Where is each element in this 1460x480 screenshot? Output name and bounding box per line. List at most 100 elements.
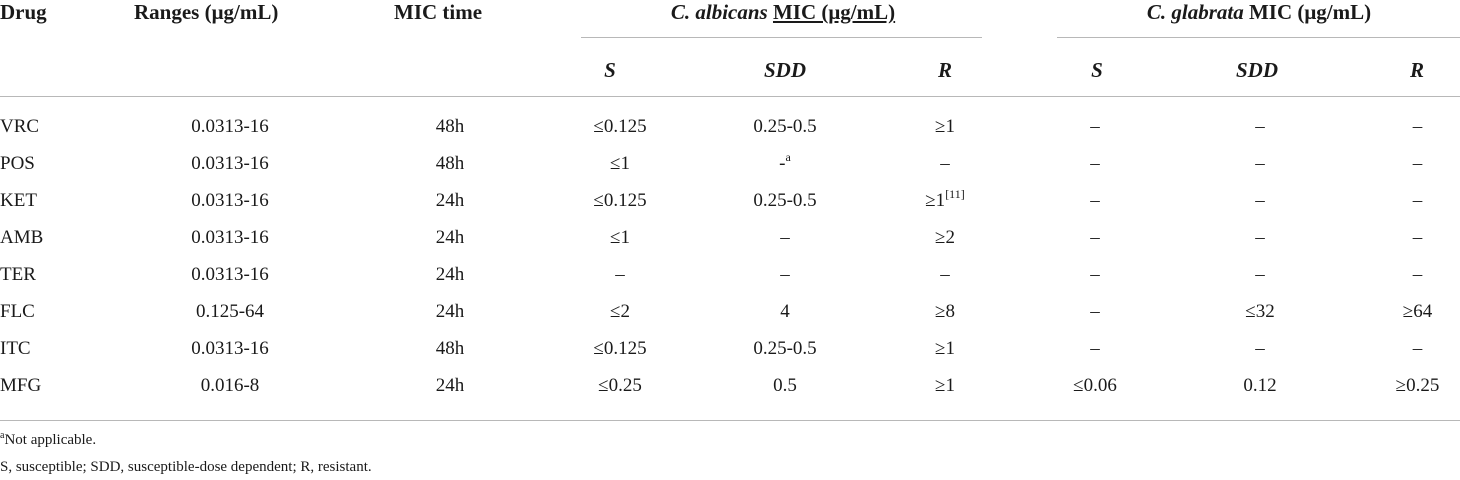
cell-drug: KET [0,182,120,219]
cell-drug: FLC [0,293,120,330]
cell-value: – [1412,190,1423,211]
cell-value: 0.12 [1243,375,1277,396]
table-row: AMB 0.0313-16 24h ≤1 – ≥2 – – – [0,219,1460,256]
cell-value: – [1090,301,1100,322]
cell-value: 0.016-8 [200,375,260,396]
cell-mic-time: 24h [390,219,510,256]
cell-value: - [779,153,786,174]
subheader-glabrata-s: S [1091,58,1103,82]
cell-albicans-sdd: 0.25-0.5 [720,108,850,145]
cell-glabrata-sdd: ≤32 [1200,293,1320,330]
subheader-glabrata-sdd: SDD [1235,58,1278,82]
cell-albicans-sdd: 0.5 [720,367,850,404]
cell-range: 0.0313-16 [130,108,330,145]
cell-albicans-sdd: 0.25-0.5 [720,182,850,219]
cell-drug: MFG [0,367,120,404]
cell-albicans-r: ≥1 [880,367,1010,404]
cell-value: 24h [435,190,465,211]
cell-glabrata-r: – [1355,145,1460,182]
cell-glabrata-r: – [1355,330,1460,367]
cell-value: ≤2 [610,301,630,322]
cell-value: ≥1 [935,338,955,359]
cell-value: – [1090,264,1100,285]
cell-glabrata-s: – [1040,219,1150,256]
cell-value: 0.25-0.5 [753,190,817,211]
header-rule [0,96,1460,97]
cell-value: – [940,153,950,174]
cell-value: ≥64 [1402,301,1433,322]
cell-albicans-s: ≤0.125 [560,108,680,145]
cell-range: 0.0313-16 [130,219,330,256]
cell-glabrata-r: – [1355,219,1460,256]
cell-range: 0.0313-16 [130,182,330,219]
cell-value: – [1412,116,1423,137]
cell-albicans-sdd: 0.25-0.5 [720,330,850,367]
cell-value: 0.0313-16 [191,153,269,174]
cell-value: ≤0.125 [593,338,647,359]
cell-albicans-r: ≥8 [880,293,1010,330]
cell-mic-time: 48h [390,145,510,182]
cell-value: ITC [0,338,31,359]
cell-mic-time: 48h [390,108,510,145]
cell-value: 0.0313-16 [191,264,269,285]
cell-value: ≥1 [935,116,955,137]
cell-albicans-r: ≥1 [880,330,1010,367]
cell-glabrata-s: ≤0.06 [1040,367,1150,404]
cell-mic-time: 24h [390,293,510,330]
cell-glabrata-s: – [1040,256,1150,293]
header-mic-time: MIC time [394,0,483,24]
cell-value: 48h [435,116,465,137]
cell-value: 48h [435,338,465,359]
cell-value: – [1255,264,1265,285]
footnote-a-mark: a [0,430,5,441]
cell-glabrata-sdd: – [1200,256,1320,293]
cell-albicans-s: ≤0.25 [560,367,680,404]
cell-value: 24h [435,227,465,248]
footnote-a: aNot applicable. [0,430,96,449]
cell-range: 0.016-8 [130,367,330,404]
cell-albicans-s: ≤1 [560,219,680,256]
cell-albicans-s: ≤1 [560,145,680,182]
table-row: VRC 0.0313-16 48h ≤0.125 0.25-0.5 ≥1 – – – [0,108,1460,145]
cell-drug: POS [0,145,120,182]
cell-mic-time: 48h [390,330,510,367]
cell-superscript: [11] [945,187,965,201]
cell-mic-time: 24h [390,256,510,293]
cell-glabrata-s: – [1040,108,1150,145]
cell-drug: VRC [0,108,120,145]
cell-value: 0.0313-16 [191,190,269,211]
cell-value: VRC [0,116,40,137]
cell-value: – [1090,338,1100,359]
cell-range: 0.0313-16 [130,330,330,367]
cell-value: POS [0,153,35,174]
cell-glabrata-r: ≥0.25 [1355,367,1460,404]
cell-value: – [1412,264,1423,285]
header-ranges: Ranges (μg/mL) [134,0,279,24]
cell-glabrata-sdd: – [1200,219,1320,256]
cell-value: – [780,264,790,285]
table-row: MFG 0.016-8 24h ≤0.25 0.5 ≥1 ≤0.06 0.12 ≥0.25 [0,367,1460,404]
table-row: POS 0.0313-16 48h ≤1 -a – – – – [0,145,1460,182]
cell-mic-time: 24h [390,182,510,219]
cell-value: – [1090,227,1100,248]
cell-value: ≥0.25 [1395,375,1440,396]
cell-value: – [1090,190,1100,211]
subheader-albicans-r: R [937,58,952,82]
cell-glabrata-s: – [1040,182,1150,219]
footnote-abbreviations: S, susceptible; SDD, susceptible-dose de… [0,459,372,475]
cell-albicans-sdd: – [720,256,850,293]
cell-value: ≤0.125 [593,190,647,211]
cell-value: – [1255,338,1265,359]
cell-value: – [940,264,950,285]
table-bottom-rule [0,420,1460,421]
cell-drug: AMB [0,219,120,256]
cell-albicans-s: ≤2 [560,293,680,330]
cell-albicans-s: ≤0.125 [560,182,680,219]
cell-value: 0.0313-16 [191,227,269,248]
table-row: ITC 0.0313-16 48h ≤0.125 0.25-0.5 ≥1 – – – [0,330,1460,367]
cell-glabrata-r: – [1355,256,1460,293]
header-glabrata-species: C. glabrata [1146,0,1244,24]
header-albicans-mic: MIC (μg/mL) [772,0,896,24]
header-drug: Drug [0,0,47,24]
cell-value: 0.25-0.5 [753,116,817,137]
